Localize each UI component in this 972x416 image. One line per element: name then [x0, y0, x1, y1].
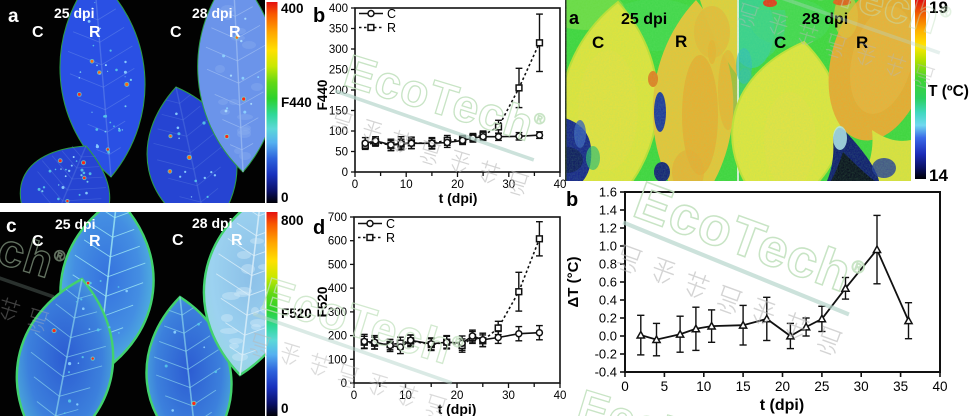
svg-text:28 dpi: 28 dpi [802, 11, 848, 28]
svg-text:-0.2: -0.2 [595, 347, 617, 362]
svg-text:a: a [8, 6, 19, 27]
svg-text:40: 40 [554, 390, 567, 402]
svg-text:500: 500 [328, 259, 347, 271]
svg-text:F520: F520 [281, 306, 312, 321]
svg-text:R: R [386, 231, 395, 245]
svg-text:c: c [6, 216, 17, 237]
svg-text:0.4: 0.4 [599, 293, 617, 308]
svg-text:400: 400 [329, 3, 348, 15]
svg-text:®: ® [52, 247, 68, 266]
svg-text:R: R [675, 32, 687, 51]
svg-text:0: 0 [621, 379, 629, 394]
svg-text:25: 25 [814, 379, 829, 394]
svg-text:C: C [592, 33, 604, 52]
svg-text:35: 35 [893, 379, 908, 394]
svg-text:0.6: 0.6 [599, 275, 617, 290]
svg-text:0: 0 [281, 190, 289, 205]
svg-text:25 dpi: 25 dpi [621, 11, 667, 28]
svg-text:R: R [89, 233, 101, 250]
svg-text:40: 40 [554, 179, 567, 191]
svg-text:t (dpi): t (dpi) [760, 397, 804, 414]
svg-text:30: 30 [854, 379, 869, 394]
svg-text:25 dpi: 25 dpi [55, 216, 95, 232]
svg-text:30: 30 [502, 390, 515, 402]
svg-text:20: 20 [451, 390, 464, 402]
svg-text:300: 300 [328, 307, 347, 319]
svg-text:300: 300 [329, 44, 348, 56]
svg-text:1.2: 1.2 [599, 221, 617, 236]
svg-text:a: a [569, 8, 580, 28]
svg-text:C: C [386, 217, 395, 231]
svg-text:d: d [313, 217, 325, 239]
svg-text:R: R [89, 24, 101, 41]
svg-text:C: C [387, 7, 396, 21]
svg-text:15: 15 [736, 379, 751, 394]
svg-text:0: 0 [352, 179, 358, 191]
svg-text:10: 10 [399, 390, 412, 402]
svg-text:F440: F440 [315, 80, 330, 111]
svg-text:ΔT (°C): ΔT (°C) [565, 257, 582, 308]
svg-text:R: R [229, 24, 241, 41]
svg-text:R: R [231, 232, 243, 249]
svg-text:F520: F520 [315, 287, 330, 318]
svg-text:C: C [774, 33, 786, 52]
svg-text:t (dpi): t (dpi) [439, 190, 478, 206]
svg-text:b: b [313, 5, 325, 27]
svg-text:400: 400 [328, 283, 347, 295]
svg-text:40: 40 [932, 379, 947, 394]
svg-text:0.2: 0.2 [599, 311, 617, 326]
svg-text:R: R [387, 21, 396, 35]
svg-text:28 dpi: 28 dpi [192, 5, 232, 21]
svg-text:0: 0 [351, 390, 357, 402]
svg-text:10: 10 [400, 179, 413, 191]
svg-text:150: 150 [329, 106, 348, 118]
svg-text:350: 350 [329, 24, 348, 36]
svg-text:F440: F440 [281, 95, 312, 110]
svg-text:b: b [566, 189, 578, 211]
svg-text:0: 0 [342, 167, 348, 179]
svg-text:250: 250 [329, 65, 348, 77]
svg-text:28 dpi: 28 dpi [192, 215, 232, 231]
svg-text:C: C [172, 232, 184, 249]
svg-text:1.0: 1.0 [599, 239, 617, 254]
svg-text:®: ® [532, 110, 548, 129]
svg-text:20: 20 [775, 379, 790, 394]
svg-text:0.8: 0.8 [599, 257, 617, 272]
svg-text:0: 0 [341, 378, 347, 390]
svg-text:t (dpi): t (dpi) [438, 401, 477, 416]
svg-text:C: C [32, 24, 44, 41]
svg-text:R: R [856, 33, 868, 52]
svg-text:600: 600 [328, 236, 347, 248]
svg-text:1.6: 1.6 [599, 185, 617, 200]
svg-text:®: ® [450, 333, 466, 352]
svg-text:C: C [170, 24, 182, 41]
svg-text:0.0: 0.0 [599, 329, 617, 344]
svg-text:25 dpi: 25 dpi [54, 5, 94, 21]
svg-text:C: C [32, 233, 44, 250]
svg-text:0: 0 [281, 401, 289, 416]
svg-text:700: 700 [328, 212, 347, 224]
svg-text:-0.4: -0.4 [595, 365, 617, 380]
svg-text:10: 10 [696, 379, 711, 394]
svg-text:400: 400 [281, 1, 304, 16]
svg-text:T (ºC): T (ºC) [928, 83, 969, 100]
svg-text:14: 14 [929, 166, 948, 185]
svg-text:5: 5 [661, 379, 669, 394]
svg-text:1.4: 1.4 [599, 203, 617, 218]
svg-text:20: 20 [451, 179, 464, 191]
svg-text:®: ® [938, 3, 954, 22]
svg-text:800: 800 [281, 213, 304, 228]
svg-text:50: 50 [335, 147, 348, 159]
svg-text:19: 19 [929, 0, 948, 17]
